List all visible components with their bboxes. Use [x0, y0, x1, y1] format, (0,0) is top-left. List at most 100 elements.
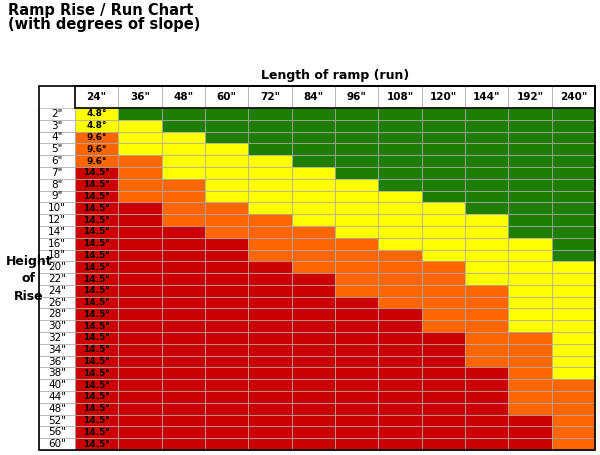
Bar	[422, 261, 465, 273]
Bar	[551, 167, 595, 179]
Bar	[118, 426, 161, 438]
Bar	[465, 131, 508, 143]
Bar	[161, 249, 205, 261]
Bar	[161, 379, 205, 391]
Bar	[292, 191, 335, 202]
Text: 108": 108"	[386, 92, 413, 102]
Bar	[118, 391, 161, 403]
Bar	[118, 167, 161, 179]
Bar	[248, 273, 292, 285]
Bar	[508, 285, 551, 297]
Bar	[39, 426, 75, 438]
Bar	[551, 120, 595, 131]
Bar	[292, 214, 335, 226]
Bar	[161, 155, 205, 167]
Bar	[551, 356, 595, 368]
Bar	[292, 226, 335, 238]
Bar	[292, 108, 335, 120]
Bar	[422, 308, 465, 320]
Text: 14.5°: 14.5°	[83, 298, 110, 307]
Bar	[248, 191, 292, 202]
Text: 34": 34"	[48, 345, 66, 355]
Bar	[39, 131, 75, 143]
Bar	[551, 143, 595, 155]
Bar	[508, 131, 551, 143]
Bar	[379, 426, 422, 438]
Bar	[118, 155, 161, 167]
Bar	[205, 155, 248, 167]
Text: 14.5°: 14.5°	[83, 381, 110, 389]
Bar	[508, 368, 551, 379]
Bar	[75, 403, 118, 415]
Bar	[335, 308, 379, 320]
Bar	[508, 226, 551, 238]
Text: 14.5°: 14.5°	[83, 404, 110, 413]
Bar	[551, 379, 595, 391]
Bar	[75, 179, 118, 191]
Bar	[379, 249, 422, 261]
Bar	[75, 368, 118, 379]
Bar	[292, 297, 335, 308]
Bar	[335, 297, 379, 308]
Bar	[508, 238, 551, 249]
Text: 14.5°: 14.5°	[83, 204, 110, 213]
Text: 32": 32"	[48, 333, 66, 343]
Bar	[465, 108, 508, 120]
Bar	[508, 391, 551, 403]
Bar	[39, 297, 75, 308]
Text: 6": 6"	[52, 156, 62, 166]
Bar	[205, 438, 248, 450]
Bar	[75, 202, 118, 214]
Bar	[379, 308, 422, 320]
Bar	[422, 332, 465, 344]
Bar	[75, 426, 118, 438]
Bar	[551, 285, 595, 297]
Text: 9": 9"	[52, 192, 62, 202]
Bar	[292, 167, 335, 179]
Bar	[161, 143, 205, 155]
Bar	[335, 86, 379, 108]
Bar	[118, 143, 161, 155]
Text: 14.5°: 14.5°	[83, 168, 110, 177]
Bar	[551, 226, 595, 238]
Text: 14.5°: 14.5°	[83, 440, 110, 449]
Bar	[508, 86, 551, 108]
Bar	[292, 356, 335, 368]
Bar	[551, 415, 595, 426]
Bar	[292, 86, 335, 108]
Bar	[292, 415, 335, 426]
Bar	[335, 226, 379, 238]
Bar	[75, 120, 118, 131]
Bar	[335, 167, 379, 179]
Bar	[118, 202, 161, 214]
Bar	[75, 238, 118, 249]
Bar	[205, 108, 248, 120]
Bar	[465, 297, 508, 308]
Bar	[465, 202, 508, 214]
Bar	[75, 415, 118, 426]
Text: 5": 5"	[52, 144, 62, 154]
Bar	[292, 308, 335, 320]
Bar	[508, 344, 551, 356]
Bar	[508, 403, 551, 415]
Bar	[379, 202, 422, 214]
Bar	[465, 356, 508, 368]
Bar	[39, 120, 75, 131]
Bar	[379, 120, 422, 131]
Bar	[205, 285, 248, 297]
Bar	[75, 332, 118, 344]
Text: 20": 20"	[48, 262, 66, 272]
Bar	[248, 379, 292, 391]
Bar	[75, 391, 118, 403]
Bar	[422, 368, 465, 379]
Bar	[248, 320, 292, 332]
Bar	[551, 214, 595, 226]
Text: 14.5°: 14.5°	[83, 345, 110, 354]
Bar	[379, 214, 422, 226]
Text: 14.5°: 14.5°	[83, 274, 110, 283]
Bar	[551, 368, 595, 379]
Text: 24": 24"	[48, 286, 66, 296]
Bar	[379, 297, 422, 308]
Bar	[248, 308, 292, 320]
Bar	[161, 131, 205, 143]
